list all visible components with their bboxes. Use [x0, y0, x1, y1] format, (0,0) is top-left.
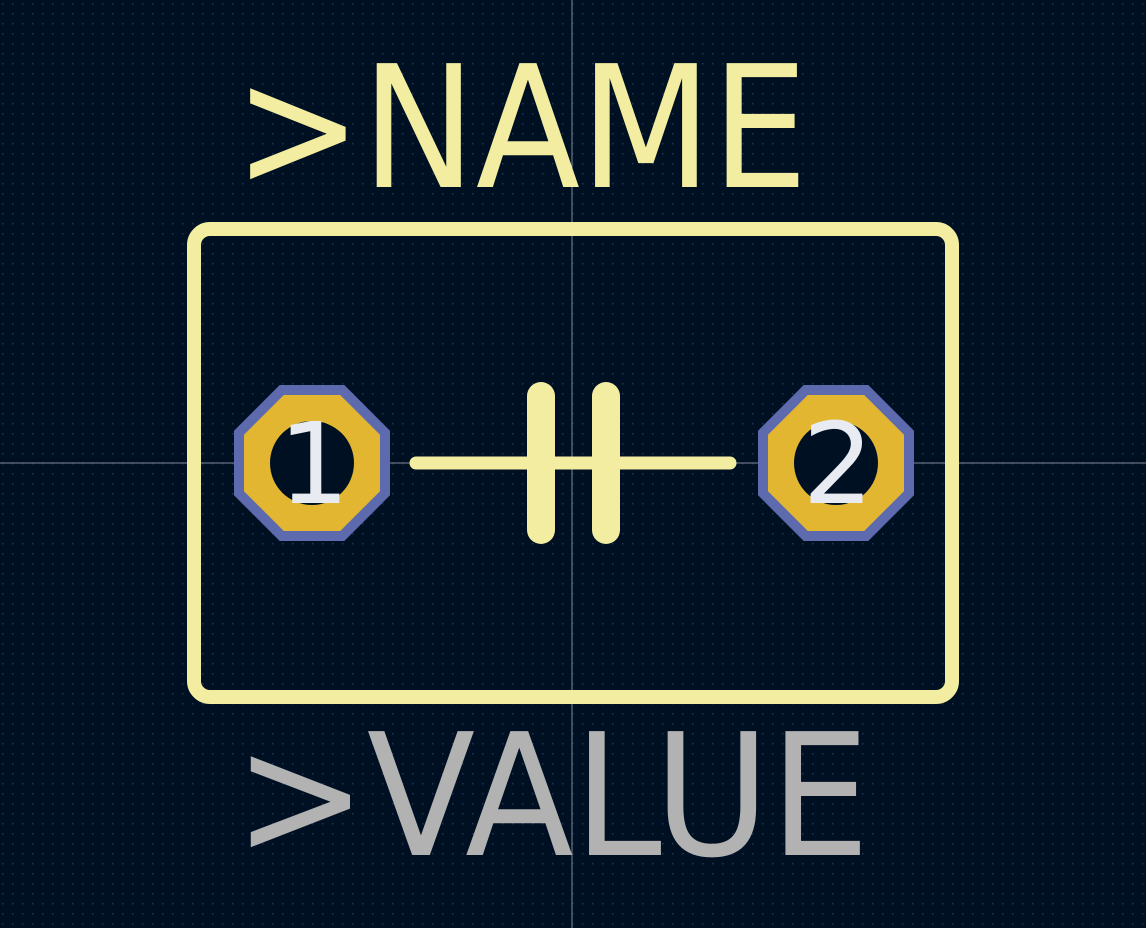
pad-number: 2: [802, 400, 873, 530]
name-label: >NAME: [234, 30, 808, 228]
pad-hole: [794, 421, 878, 505]
capacitor-symbol: [409, 382, 737, 544]
courtyard-outline: [187, 222, 959, 704]
value-label: >VALUE: [234, 698, 870, 896]
pad-number: 1: [278, 400, 349, 530]
pad-hole: [270, 421, 354, 505]
